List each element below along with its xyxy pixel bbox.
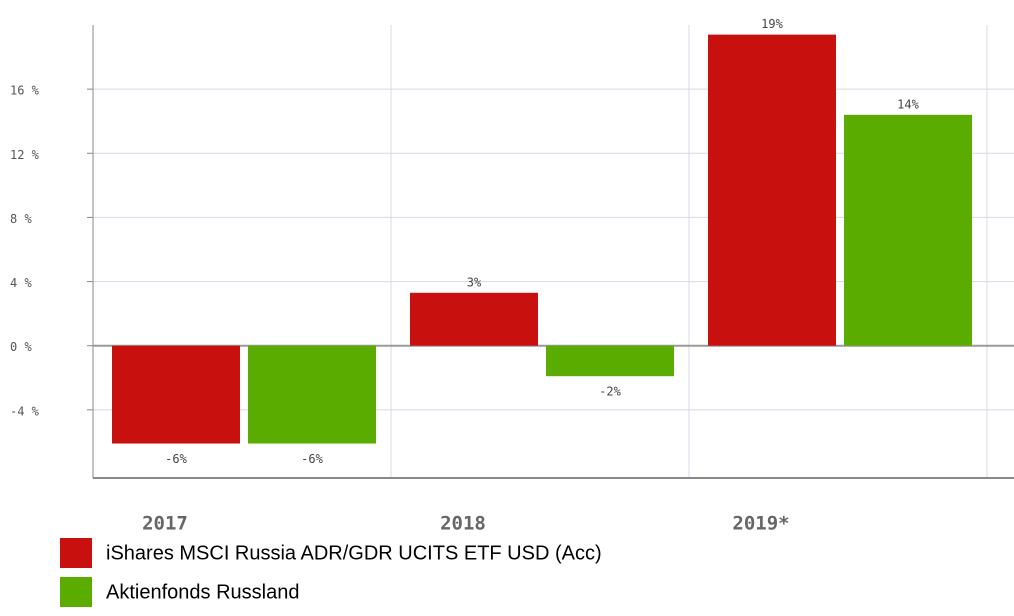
bar	[410, 292, 538, 346]
data-label: -2%	[599, 385, 621, 399]
y-tick-label: 4 %	[10, 276, 32, 290]
x-tick-label: 2018	[440, 513, 486, 535]
bar	[844, 114, 972, 346]
y-tick-label: -4 %	[10, 404, 40, 418]
data-label: -6%	[301, 452, 323, 466]
y-tick-label: 0 %	[10, 340, 32, 354]
legend-swatch	[60, 538, 92, 568]
data-label: 14%	[897, 97, 919, 111]
bar	[112, 345, 240, 444]
x-tick-label: 2019*	[732, 513, 789, 535]
y-tick-label: 8 %	[10, 212, 32, 226]
legend-label: iShares MSCI Russia ADR/GDR UCITS ETF US…	[106, 542, 602, 564]
bar	[546, 345, 674, 377]
bar	[248, 345, 376, 444]
bar	[708, 34, 836, 346]
data-label: -6%	[165, 452, 187, 466]
y-tick-label: 12 %	[10, 148, 40, 162]
data-label: 3%	[467, 275, 482, 289]
legend-swatch	[60, 577, 92, 607]
legend-label: Aktienfonds Russland	[106, 581, 299, 603]
y-tick-label: 16 %	[10, 84, 40, 98]
data-label: 19%	[761, 17, 783, 31]
x-tick-label: 2017	[142, 513, 188, 535]
